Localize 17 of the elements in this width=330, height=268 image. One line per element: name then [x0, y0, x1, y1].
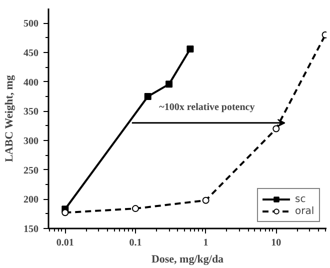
y-tick-label: 450: [24, 48, 38, 59]
x-axis-title: Dose, mg/kg/da: [151, 254, 224, 266]
x-tick-label: 1: [203, 238, 208, 248]
y-tick-label: 400: [24, 77, 38, 88]
annotation: ~100x relative potency: [159, 102, 255, 113]
legend-label: oral: [295, 205, 315, 217]
y-tick-label: 350: [24, 106, 38, 118]
y-tick-label: 500: [24, 18, 38, 30]
y-tick-label: 300: [24, 136, 38, 147]
y-tick-label: 150: [24, 224, 38, 235]
y-tick-label: 250: [24, 165, 38, 176]
legend-label: sc: [295, 193, 307, 205]
x-tick-label: 0.01: [56, 238, 74, 248]
y-tick-label: 200: [24, 194, 38, 206]
x-tick-label: 0.1: [129, 238, 142, 248]
y-axis-title: LABC Weight, mg: [4, 74, 16, 162]
x-tick-label: 10: [271, 238, 282, 248]
